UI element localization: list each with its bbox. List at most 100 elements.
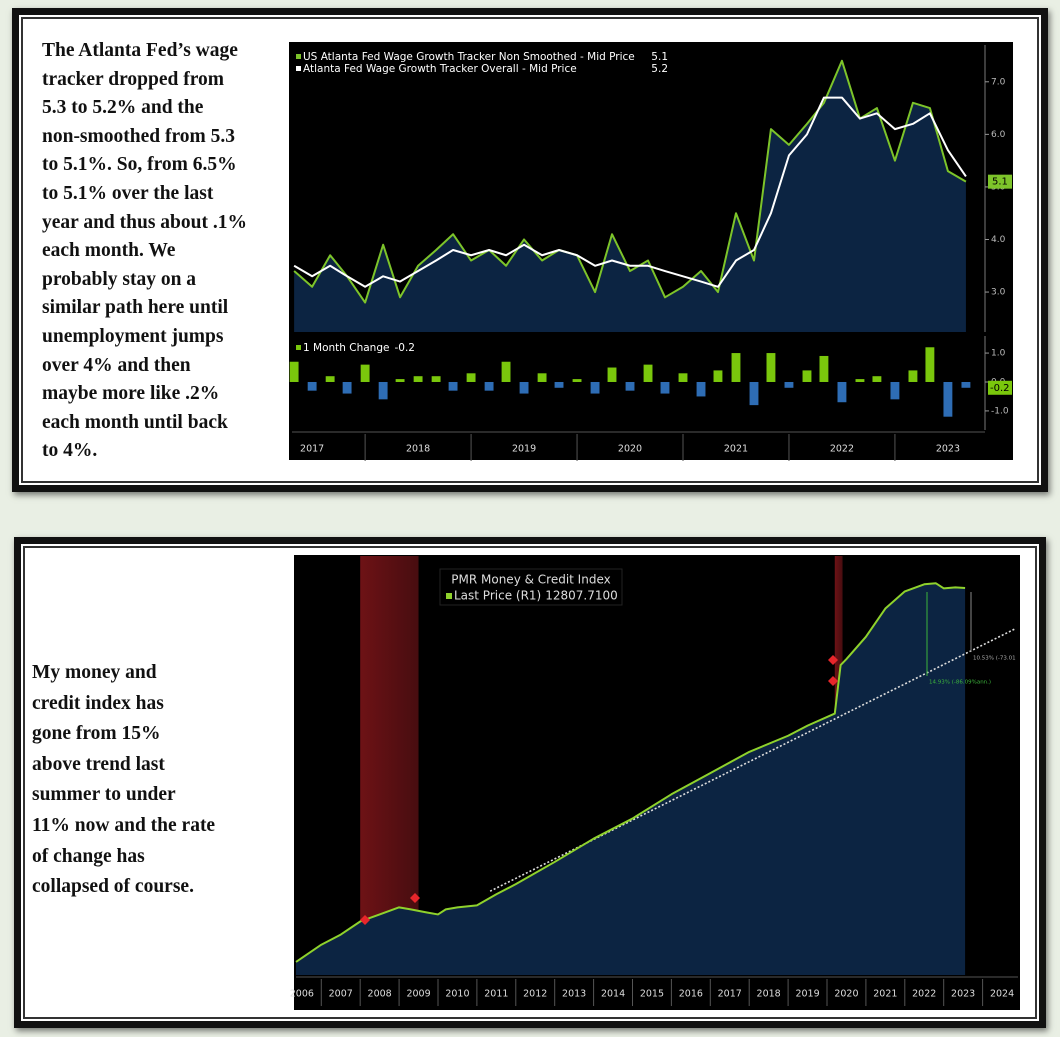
bar xyxy=(360,364,370,382)
x-tick-label: 2022 xyxy=(912,989,936,1000)
legend-swatch xyxy=(446,593,452,599)
value-tag xyxy=(988,174,1012,189)
bar xyxy=(431,376,441,382)
x-tick-label: 2006 xyxy=(290,989,314,1000)
legend-swatch xyxy=(296,54,301,59)
legend-label: US Atlanta Fed Wage Growth Tracker Non S… xyxy=(303,51,635,63)
note-line: to 4%. xyxy=(42,440,98,462)
y-tick-label: 7.0 xyxy=(991,77,1006,87)
annotation: 14.93% (-86.09%ann.) xyxy=(929,680,991,686)
x-tick-label: 2021 xyxy=(873,989,897,1000)
bar xyxy=(572,379,582,382)
bar xyxy=(713,370,723,382)
bar xyxy=(378,381,388,400)
note-line: gone from 15% xyxy=(32,723,161,745)
y-tick-label: 3.0 xyxy=(991,288,1006,298)
note-line: to 5.1% over the last xyxy=(42,183,214,204)
note-line: unemployment jumps xyxy=(42,326,224,347)
legend-swatch xyxy=(296,345,301,350)
x-tick-label: 2009 xyxy=(406,989,430,1000)
bar xyxy=(395,379,405,382)
bar xyxy=(537,373,547,382)
x-tick-label: 2018 xyxy=(406,444,430,455)
legend-label: Atlanta Fed Wage Growth Tracker Overall … xyxy=(303,63,577,75)
note-line: probably stay on a xyxy=(42,268,197,290)
bar xyxy=(731,353,741,382)
bar xyxy=(307,381,317,391)
y-tick-label: 1.0 xyxy=(991,349,1006,359)
legend-label: 1 Month Change xyxy=(303,342,389,354)
bar xyxy=(660,381,670,394)
bar xyxy=(908,370,918,382)
bar xyxy=(696,381,706,397)
bar xyxy=(325,376,335,382)
bar xyxy=(501,361,511,382)
note-line: non-smoothed from 5.3 xyxy=(42,125,236,147)
bar xyxy=(484,381,494,391)
event-marker xyxy=(828,655,838,665)
value-tag xyxy=(988,380,1012,395)
legend-box xyxy=(439,568,623,606)
note-line: each month. We xyxy=(42,240,176,262)
value-tag-label: -0.2 xyxy=(990,383,1010,394)
x-tick-label: 2016 xyxy=(679,989,703,1000)
x-tick-label: 2013 xyxy=(562,989,586,1000)
note-line: My money and xyxy=(32,662,157,683)
note-line: 11% now and the rate xyxy=(32,815,216,836)
bar xyxy=(943,381,953,417)
bar xyxy=(554,381,564,388)
bar xyxy=(890,381,900,400)
series-line xyxy=(295,582,966,963)
note-line: over 4% and then xyxy=(42,354,191,376)
area xyxy=(294,60,966,333)
x-tick-label: 2022 xyxy=(830,444,854,455)
event-marker xyxy=(828,676,838,686)
legend-value: -0.2 xyxy=(394,342,415,354)
y-tick-label: 6.0 xyxy=(991,130,1006,140)
bar xyxy=(925,347,935,382)
annotation: 10.53% (-73.01 xyxy=(973,656,1016,662)
event-marker xyxy=(410,893,420,903)
x-tick-label: 2015 xyxy=(640,989,664,1000)
x-tick-label: 2024 xyxy=(990,989,1014,1000)
series-line xyxy=(293,96,967,288)
bar xyxy=(766,353,776,382)
note-line: of change has xyxy=(32,845,145,867)
bar xyxy=(837,381,847,403)
legend-value: 5.1 xyxy=(651,51,668,63)
bar xyxy=(961,381,971,388)
bar xyxy=(448,381,458,391)
x-tick-label: 2014 xyxy=(601,989,625,1000)
bar xyxy=(872,376,882,382)
x-tick-label: 2007 xyxy=(329,989,353,1000)
event-marker xyxy=(360,915,370,925)
bar xyxy=(819,355,829,382)
note-line: each month until back xyxy=(42,411,228,433)
x-tick-label: 2023 xyxy=(936,444,960,455)
y-tick-label: 4.0 xyxy=(991,235,1006,245)
bar xyxy=(678,373,688,382)
x-tick-label: 2010 xyxy=(445,989,469,1000)
bar xyxy=(749,381,759,406)
note-line: above trend last xyxy=(32,753,165,775)
x-tick-label: 2019 xyxy=(512,444,536,455)
note-line: collapsed of course. xyxy=(32,876,194,898)
note-line: year and thus about .1% xyxy=(42,211,247,233)
x-tick-label: 2008 xyxy=(368,989,392,1000)
x-tick-label: 2017 xyxy=(300,444,324,455)
legend-value: 5.2 xyxy=(651,63,668,75)
x-tick-label: 2020 xyxy=(834,989,858,1000)
legend-value: 12807.7100 xyxy=(545,589,618,603)
series-line xyxy=(293,59,967,304)
value-tag-label: 5.1 xyxy=(992,177,1008,188)
area xyxy=(296,583,966,975)
note-line: The Atlanta Fed’s wage xyxy=(42,40,238,61)
x-tick-label: 2021 xyxy=(724,444,748,455)
bar xyxy=(607,367,617,382)
note-line: to 5.1%. So, from 6.5% xyxy=(42,154,237,176)
note-line: summer to under xyxy=(32,784,176,806)
y-tick-label: -1.0 xyxy=(991,406,1009,416)
bar xyxy=(590,381,600,394)
note-line: maybe more like .2% xyxy=(42,383,220,405)
